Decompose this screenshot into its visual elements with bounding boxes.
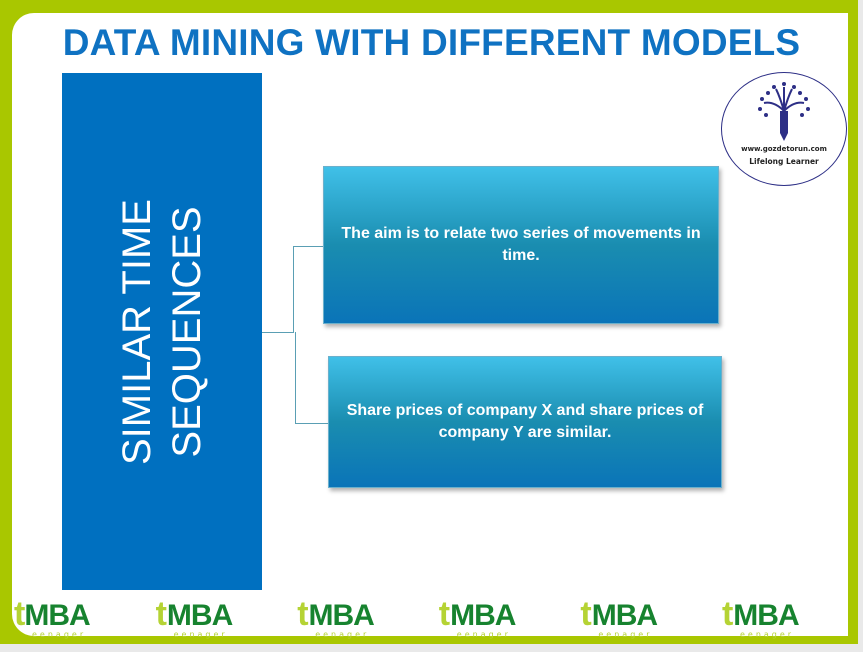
tmba-sub: eenager <box>315 630 370 639</box>
tmba-sub: eenager <box>173 630 228 639</box>
tmba-sub: eenager <box>739 630 795 639</box>
tmba-mba: MBA <box>591 599 658 632</box>
tmba-sub: eenager <box>598 630 653 639</box>
tmba-mba: MBA <box>308 599 375 632</box>
logo-tagline: Lifelong Learner <box>749 157 819 166</box>
connector-line <box>295 332 296 423</box>
tmba-t: t <box>155 595 167 633</box>
tmba-t: t <box>721 595 734 633</box>
info-box-example: Share prices of company X and share pric… <box>328 356 722 488</box>
logo-url: www.gozdetorun.com <box>741 145 827 153</box>
tmba-sub: eenager <box>32 630 87 639</box>
connector-line <box>262 332 294 333</box>
logo: www.gozdetorun.com Lifelong Learner <box>721 72 847 186</box>
connector-line <box>293 246 294 333</box>
topic-bar <box>62 73 262 590</box>
tmba-t: t <box>438 595 451 633</box>
slide-title: DATA MINING WITH DIFFERENT MODELS <box>62 22 801 63</box>
tmba-t: t <box>580 595 592 633</box>
topic-line-1: SIMILAR TIME <box>115 198 160 465</box>
tmba-wordmark: tMBA <box>14 595 91 633</box>
topic-text: SIMILAR TIME SEQUENCES <box>62 73 262 590</box>
info-box-aim: The aim is to relate two series of movem… <box>323 166 719 324</box>
connector-line <box>295 423 328 424</box>
tmba-mba: MBA <box>166 599 233 632</box>
tmba-brand: tMBA <box>14 595 91 633</box>
connector-line <box>293 246 323 247</box>
tmba-sub: eenager <box>456 630 511 639</box>
tmba-mba: MBA <box>733 599 799 632</box>
pencil-tree-icon <box>758 82 810 141</box>
tmba-mba: MBA <box>450 599 516 632</box>
tmba-t: t <box>297 595 309 633</box>
topic-line-2: SEQUENCES <box>165 205 210 458</box>
footer-logos: tMBA eenager t MBA eenager t MBA eenager t MBA een… <box>14 595 844 642</box>
